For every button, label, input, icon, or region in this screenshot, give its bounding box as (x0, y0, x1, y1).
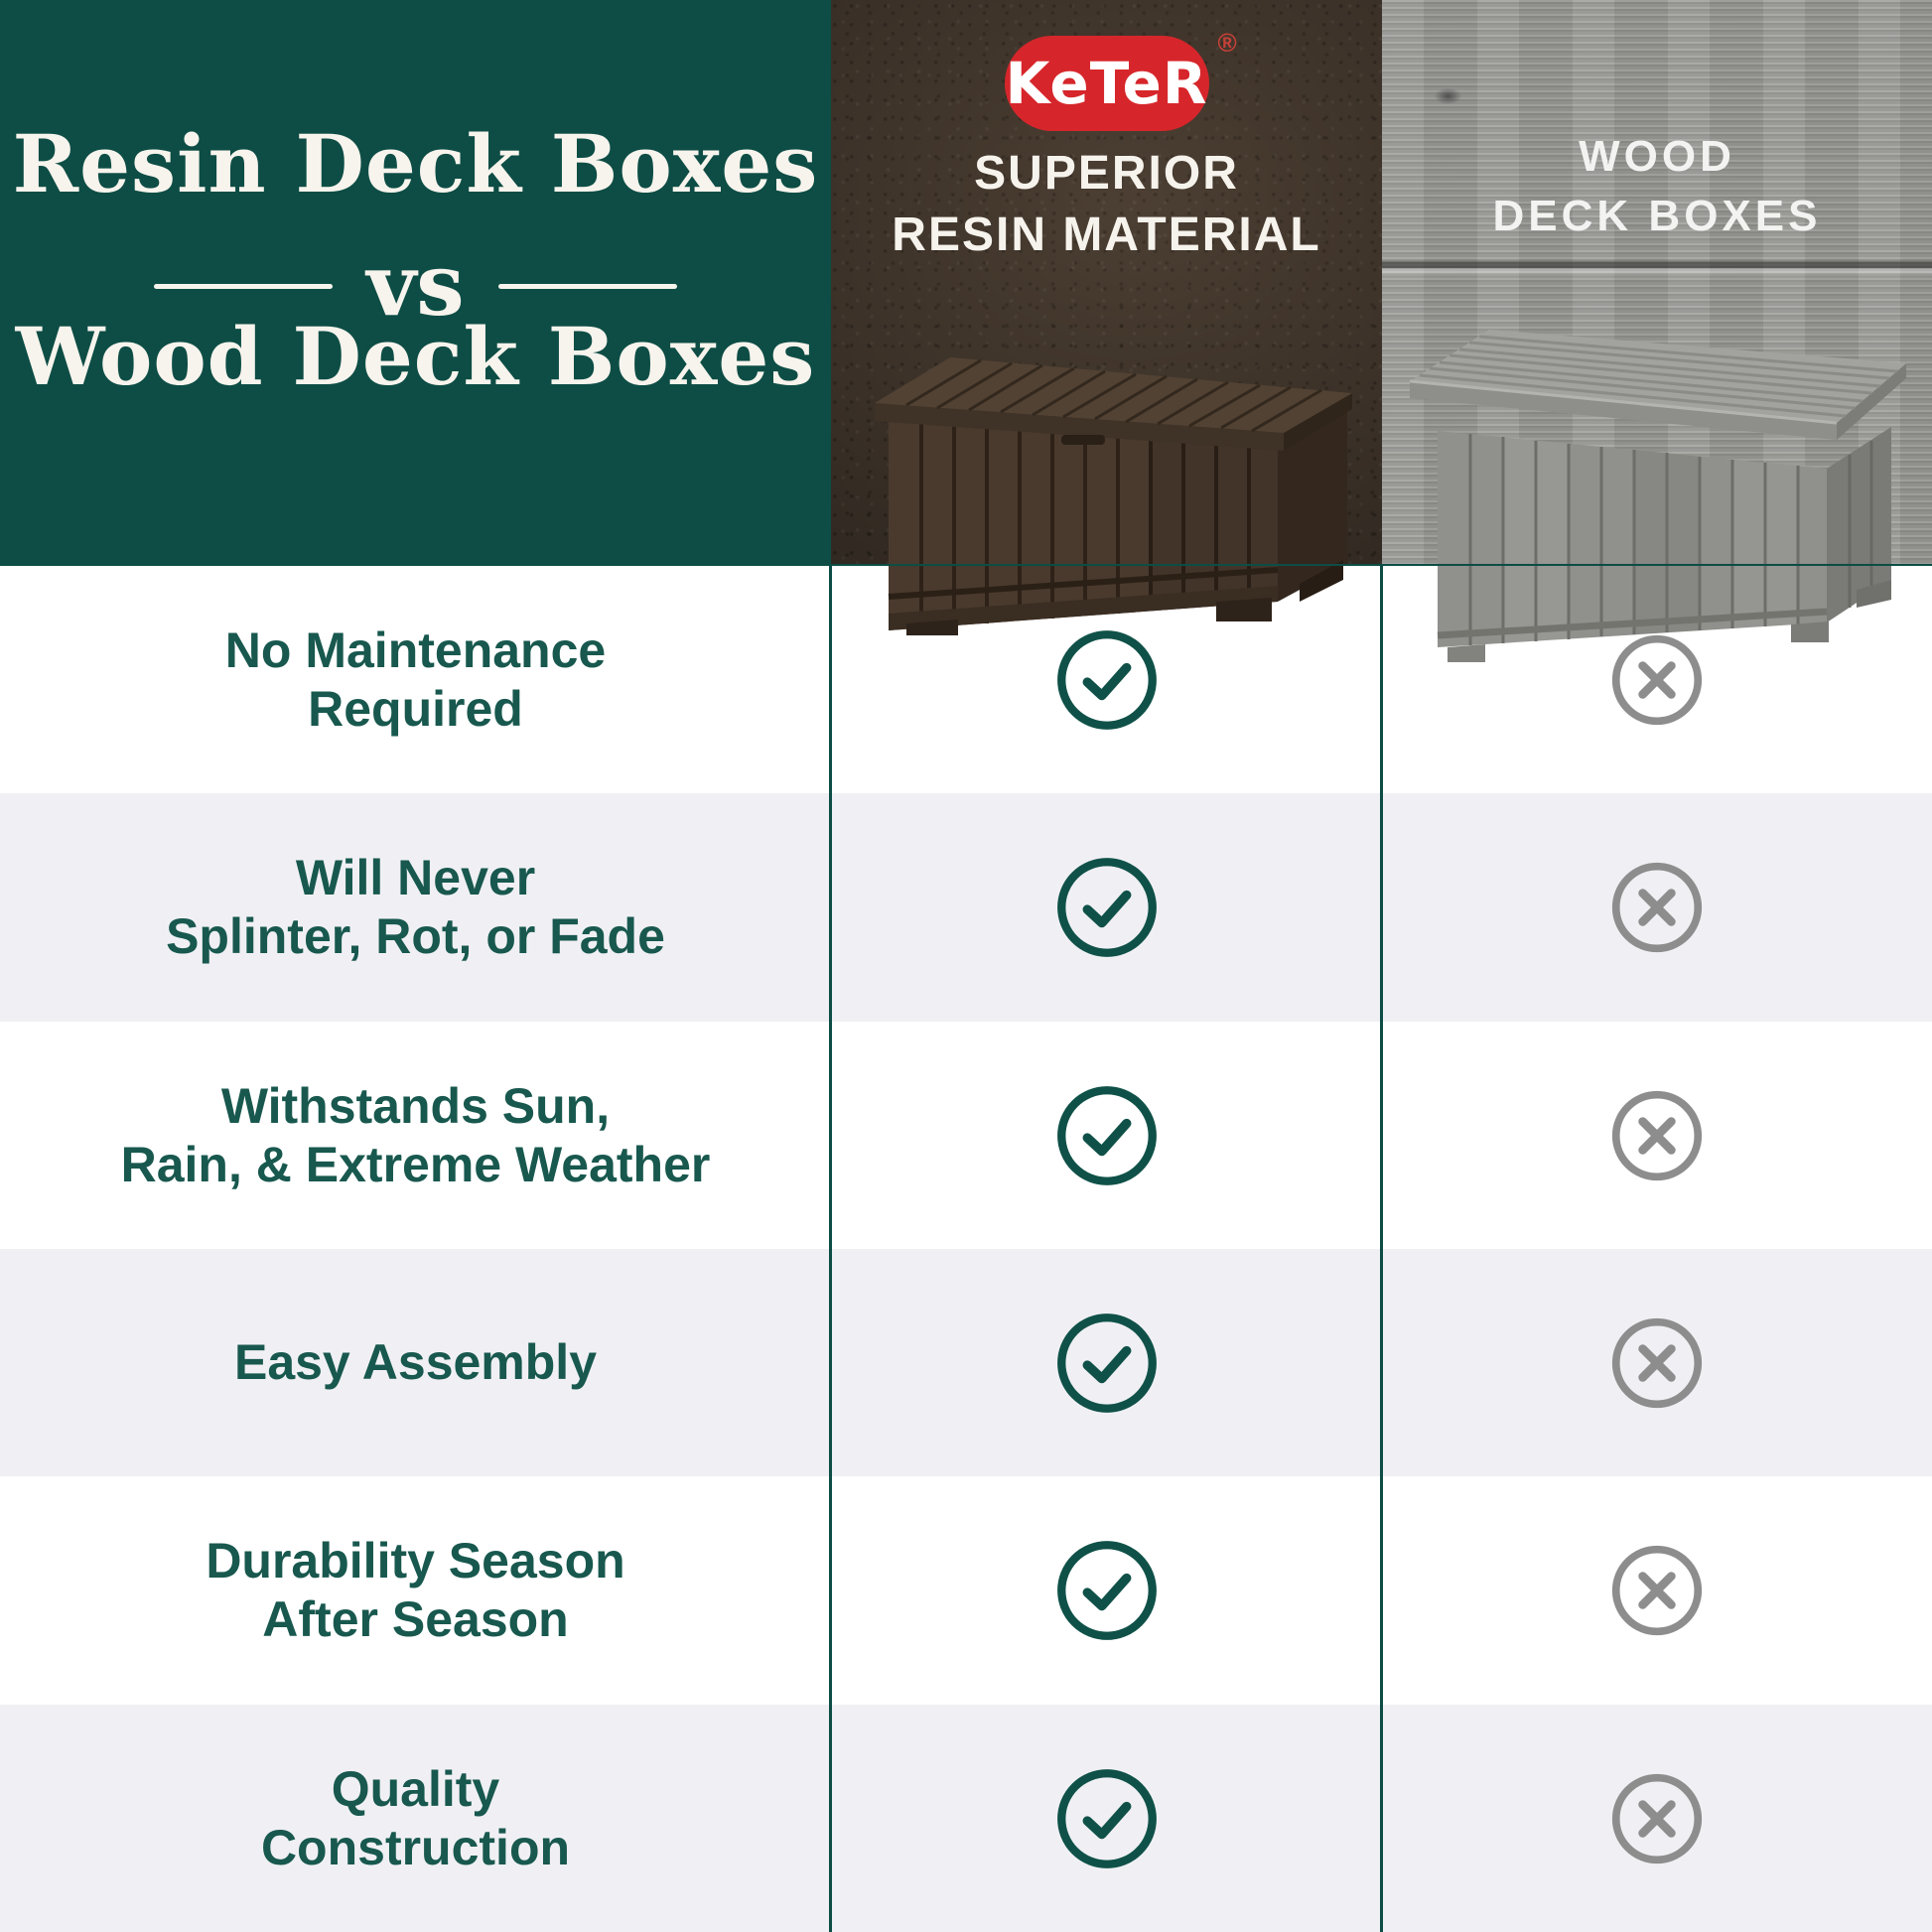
x-circle-icon (1611, 634, 1703, 725)
check-circle-icon (1056, 1312, 1157, 1413)
feature-label: Easy Assembly (233, 1334, 598, 1390)
comparison-table: No Maintenance Required Will Never Splin… (0, 566, 1932, 1932)
resin-value-cell (831, 1705, 1382, 1932)
table-row: Quality Construction (0, 1705, 1932, 1932)
feature-label: Will Never Splinter, Rot, or Fade (166, 850, 665, 964)
wood-deck-box-image (1409, 330, 1906, 662)
wood-value-cell (1382, 1476, 1932, 1705)
resin-column-heading: SUPERIOR RESIN MATERIAL (831, 143, 1382, 266)
x-circle-icon (1611, 1090, 1703, 1180)
registered-trademark-icon: ® (1217, 28, 1237, 58)
resin-column-header: KeTeR ® SUPERIOR RESIN MATERIAL (831, 0, 1382, 635)
wood-value-cell (1382, 566, 1932, 793)
x-circle-icon (1611, 1317, 1703, 1408)
wood-value-cell (1382, 1022, 1932, 1249)
x-circle-icon (1611, 1773, 1703, 1863)
check-circle-icon (1056, 1541, 1157, 1640)
resin-deck-box-image (875, 357, 1352, 635)
column-divider-right (1380, 566, 1383, 1932)
resin-heading-line-2: RESIN MATERIAL (892, 208, 1321, 261)
feature-label: Quality Construction (260, 1760, 571, 1875)
header-bottom-divider (0, 564, 1932, 566)
vs-divider-row: vs (0, 235, 831, 336)
feature-label: No Maintenance Required (224, 621, 607, 737)
keter-logo-text: KeTeR (1005, 50, 1208, 117)
check-circle-icon (1056, 629, 1157, 730)
check-circle-icon (1056, 1768, 1157, 1868)
column-divider-left (829, 566, 832, 1932)
resin-value-cell (831, 566, 1382, 793)
x-circle-icon (1611, 862, 1703, 953)
resin-value-cell (831, 1476, 1382, 1705)
wood-heading-line-2: DECK BOXES (1492, 192, 1822, 240)
resin-value-cell (831, 1249, 1382, 1476)
wood-heading-line-1: WOOD (1579, 132, 1735, 181)
resin-heading-line-1: SUPERIOR (974, 147, 1239, 200)
resin-value-cell (831, 793, 1382, 1022)
wood-column-header: WOOD DECK BOXES (1382, 0, 1932, 662)
check-circle-icon (1056, 1085, 1157, 1185)
feature-label: Durability Season After Season (206, 1533, 625, 1647)
resin-value-cell (831, 1022, 1382, 1249)
vs-left-line (154, 283, 334, 289)
check-circle-icon (1056, 858, 1157, 957)
wood-value-cell (1382, 1705, 1932, 1932)
wood-value-cell (1382, 793, 1932, 1022)
title-line-2: Wood Deck Boxes (15, 310, 816, 403)
table-row: Easy Assembly (0, 1249, 1932, 1476)
wood-column-heading: WOOD DECK BOXES (1382, 127, 1932, 246)
vs-right-line (497, 283, 677, 289)
keter-logo: KeTeR (1004, 36, 1209, 131)
table-row: Durability Season After Season (0, 1476, 1932, 1705)
feature-label: Withstands Sun, Rain, & Extreme Weather (120, 1077, 711, 1192)
title-panel: Resin Deck Boxes vs Wood Deck Boxes (0, 0, 831, 566)
title-line-1: Resin Deck Boxes (12, 117, 819, 210)
table-row: Withstands Sun, Rain, & Extreme Weather (0, 1022, 1932, 1249)
vs-text: vs (366, 235, 465, 336)
table-row: Will Never Splinter, Rot, or Fade (0, 793, 1932, 1022)
x-circle-icon (1611, 1545, 1703, 1636)
wood-value-cell (1382, 1249, 1932, 1476)
